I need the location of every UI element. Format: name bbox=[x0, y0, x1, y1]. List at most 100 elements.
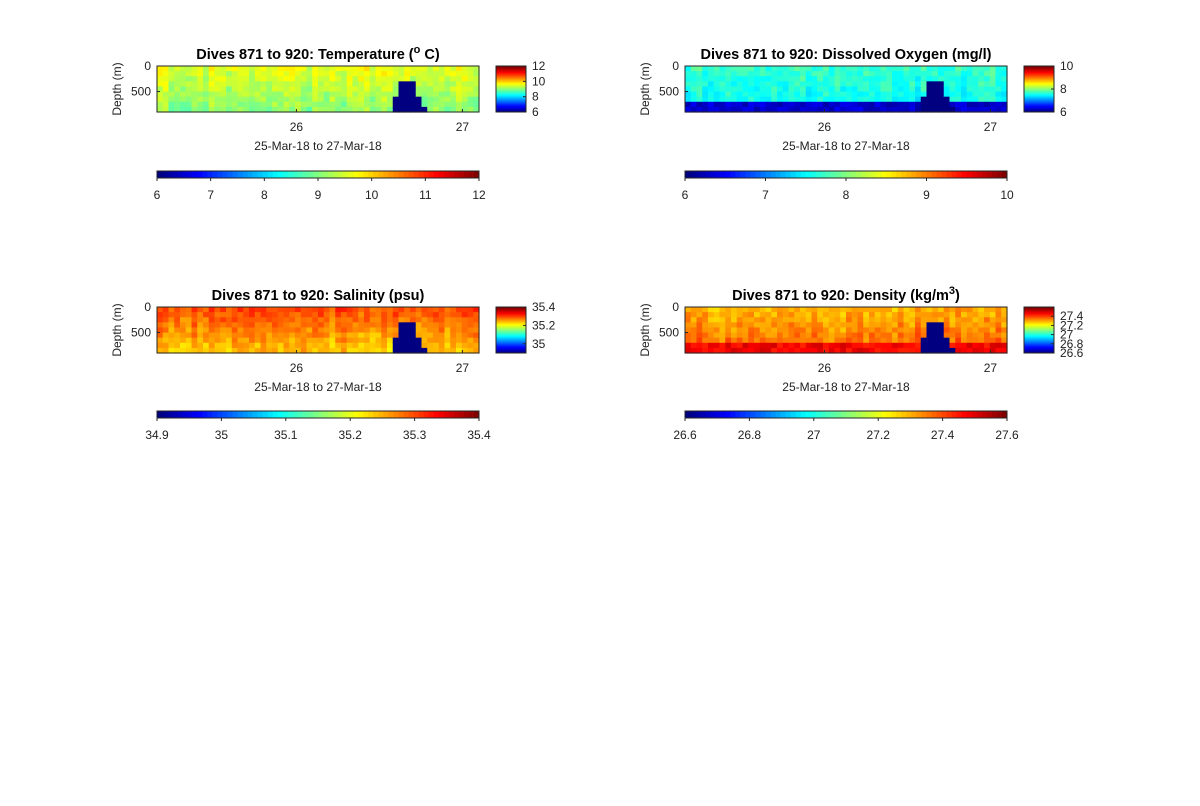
heatmap-cell bbox=[438, 66, 446, 72]
heatmap-cell bbox=[226, 342, 233, 349]
heatmap-cell bbox=[920, 71, 928, 77]
heatmap-cell bbox=[346, 66, 354, 72]
heatmap-cell bbox=[220, 332, 227, 339]
colorbar-swatch bbox=[1024, 82, 1054, 84]
heatmap-cell bbox=[203, 312, 210, 318]
heatmap-cell bbox=[823, 327, 830, 334]
heatmap-cell bbox=[421, 307, 428, 313]
heatmap-cell bbox=[272, 101, 279, 108]
heatmap-cell bbox=[886, 327, 893, 334]
heatmap-cell bbox=[226, 312, 233, 318]
heatmap-cell bbox=[828, 332, 836, 339]
heatmap-cell bbox=[249, 332, 256, 339]
colorbar-swatch bbox=[423, 171, 430, 178]
heatmap-cell bbox=[690, 307, 698, 313]
colorbar-swatch bbox=[921, 411, 927, 418]
heatmap-cell bbox=[421, 312, 428, 318]
heatmap-cell bbox=[329, 327, 336, 334]
heatmap-cell bbox=[335, 106, 342, 113]
colorbar-swatch bbox=[780, 411, 787, 418]
heatmap-cell bbox=[863, 332, 870, 339]
colorbar-swatch bbox=[685, 411, 691, 418]
heatmap-cell bbox=[398, 86, 405, 93]
heatmap-cell bbox=[226, 337, 233, 344]
heatmap-cell bbox=[811, 337, 818, 344]
heatmap-cell bbox=[473, 86, 480, 93]
heatmap-cell bbox=[289, 71, 296, 77]
heatmap-cell bbox=[966, 342, 974, 349]
heatmap-cell bbox=[289, 81, 296, 88]
heatmap-cell bbox=[157, 312, 164, 318]
heatmap-cell bbox=[277, 96, 285, 103]
colorbar-swatch bbox=[911, 171, 917, 178]
heatmap-cell bbox=[966, 101, 974, 108]
heatmap-cell bbox=[410, 91, 417, 98]
heatmap-cell bbox=[352, 91, 359, 98]
heatmap-cell bbox=[231, 86, 239, 93]
heatmap-cell bbox=[237, 66, 244, 72]
heatmap-cell bbox=[306, 332, 313, 339]
heatmap-cell bbox=[811, 71, 818, 77]
heatmap-cell bbox=[438, 307, 446, 313]
heatmap-cell bbox=[433, 81, 440, 88]
colorbar-swatch bbox=[755, 171, 761, 178]
heatmap-cell bbox=[719, 347, 726, 354]
heatmap-cell bbox=[817, 317, 824, 323]
heatmap-cell bbox=[438, 96, 446, 103]
colorbar-swatch bbox=[1024, 310, 1054, 312]
heatmap-cell bbox=[243, 96, 250, 103]
colorbar-swatch bbox=[453, 411, 460, 418]
colorbar-swatch bbox=[820, 171, 827, 178]
colorbar-swatch bbox=[496, 85, 526, 87]
colorbar-right: 35.435.235 bbox=[495, 300, 556, 354]
heatmap-cell bbox=[237, 312, 244, 318]
heatmap-cell bbox=[897, 71, 905, 77]
colorbar-swatch bbox=[1024, 89, 1054, 91]
heatmap-cell bbox=[249, 327, 256, 334]
heatmap-cell bbox=[696, 347, 703, 354]
heatmap-cell bbox=[702, 322, 709, 329]
heatmap-cell bbox=[369, 337, 377, 344]
heatmap-cell bbox=[909, 76, 916, 82]
heatmap-cell bbox=[415, 332, 423, 339]
colorbar-swatch bbox=[358, 171, 364, 178]
heatmap-cell bbox=[966, 347, 974, 354]
heatmap-cell bbox=[788, 322, 795, 329]
heatmap-cell bbox=[157, 322, 164, 329]
heatmap-cell bbox=[197, 347, 204, 354]
colorbar-swatch bbox=[202, 171, 208, 178]
heatmap-cell bbox=[719, 312, 726, 318]
heatmap-cell bbox=[851, 347, 859, 354]
heatmap-cell bbox=[157, 307, 164, 313]
heatmap-cell bbox=[415, 312, 423, 318]
heatmap-cell bbox=[794, 86, 801, 93]
heatmap-cell bbox=[748, 317, 755, 323]
colorbar-swatch bbox=[1024, 323, 1054, 325]
heatmap-cell bbox=[690, 96, 698, 103]
colorbar-swatch bbox=[496, 95, 526, 97]
heatmap-cell bbox=[759, 86, 767, 93]
heatmap-cell bbox=[295, 347, 302, 354]
heatmap-cell bbox=[421, 66, 428, 72]
heatmap-cell bbox=[823, 312, 830, 318]
heatmap-cell bbox=[277, 101, 285, 108]
heatmap-cell bbox=[168, 66, 175, 72]
colorbar-swatch bbox=[496, 107, 526, 109]
heatmap-cell bbox=[398, 317, 405, 323]
heatmap-cell bbox=[949, 66, 956, 72]
heatmap-cell bbox=[427, 312, 434, 318]
heatmap-cell bbox=[748, 81, 755, 88]
heatmap-cell bbox=[254, 71, 262, 77]
heatmap-cell bbox=[811, 327, 818, 334]
heatmap-cell bbox=[851, 91, 859, 98]
heatmap-cell bbox=[995, 91, 1002, 98]
chart-title: Dives 871 to 920: Density (kg/m3) bbox=[732, 285, 960, 304]
heatmap-cell bbox=[346, 76, 354, 82]
heatmap-cell bbox=[966, 86, 974, 93]
heatmap-cell bbox=[295, 312, 302, 318]
heatmap-cell bbox=[392, 327, 400, 334]
heatmap-cell bbox=[725, 66, 732, 72]
colorbar-swatch bbox=[896, 411, 902, 418]
heatmap-cell bbox=[926, 307, 933, 313]
heatmap-cell bbox=[312, 76, 319, 82]
